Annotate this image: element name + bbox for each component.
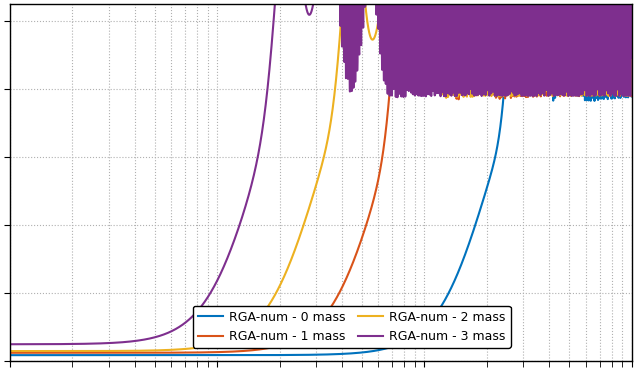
Line: RGA-num - 2 mass: RGA-num - 2 mass <box>10 0 632 351</box>
RGA-num - 0 mass <box>77 353 85 357</box>
RGA-num - 3 mass <box>628 55 635 60</box>
RGA-num - 1 mass <box>114 351 121 355</box>
RGA-num - 1 mass <box>616 86 624 90</box>
RGA-num - 1 mass <box>272 345 279 349</box>
RGA-num - 1 mass <box>77 351 85 355</box>
RGA-num - 1 mass <box>6 351 13 355</box>
Legend: RGA-num - 0 mass, RGA-num - 1 mass, RGA-num - 2 mass, RGA-num - 3 mass: RGA-num - 0 mass, RGA-num - 1 mass, RGA-… <box>193 306 511 348</box>
RGA-num - 0 mass <box>244 353 252 357</box>
RGA-num - 2 mass <box>549 85 556 89</box>
RGA-num - 2 mass <box>616 47 624 51</box>
RGA-num - 3 mass <box>616 13 624 18</box>
RGA-num - 2 mass <box>244 326 252 331</box>
RGA-num - 1 mass <box>549 78 556 82</box>
RGA-num - 2 mass <box>6 349 13 353</box>
RGA-num - 3 mass <box>114 340 121 345</box>
Line: RGA-num - 3 mass: RGA-num - 3 mass <box>10 0 632 344</box>
RGA-num - 0 mass <box>272 353 279 357</box>
RGA-num - 0 mass <box>628 94 635 99</box>
RGA-num - 3 mass <box>272 0 279 1</box>
RGA-num - 1 mass <box>628 94 635 98</box>
RGA-num - 2 mass <box>77 349 85 353</box>
Line: RGA-num - 1 mass: RGA-num - 1 mass <box>10 0 632 353</box>
RGA-num - 1 mass <box>244 348 252 353</box>
RGA-num - 3 mass <box>6 342 13 347</box>
RGA-num - 2 mass <box>114 349 121 353</box>
RGA-num - 3 mass <box>244 194 252 199</box>
RGA-num - 0 mass <box>549 27 556 32</box>
Line: RGA-num - 0 mass: RGA-num - 0 mass <box>10 0 632 355</box>
RGA-num - 3 mass <box>77 342 85 346</box>
RGA-num - 0 mass <box>114 353 121 357</box>
RGA-num - 2 mass <box>272 292 279 297</box>
RGA-num - 0 mass <box>6 353 13 357</box>
